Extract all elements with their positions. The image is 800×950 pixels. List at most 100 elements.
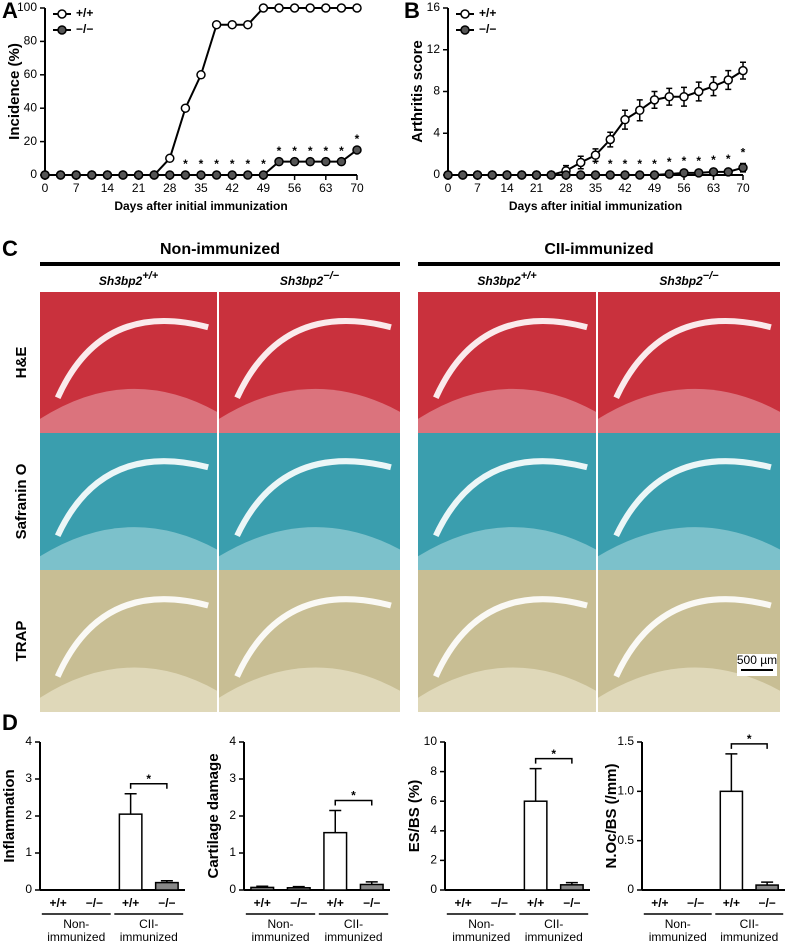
legend-label: +/+ (479, 6, 496, 20)
panel-label: C (2, 236, 18, 261)
bar (154, 881, 179, 891)
x-tick-label: −/− (290, 896, 307, 910)
x-tick-label: +/+ (122, 896, 139, 910)
y-tick-label: 80 (24, 34, 38, 48)
group-label: CII- (740, 917, 759, 931)
error-bar (529, 767, 542, 802)
y-axis-title: N.Oc/BS (/mm) (603, 763, 620, 868)
tissue-texture (219, 527, 400, 570)
annotation: * (637, 157, 642, 171)
marker (243, 19, 253, 30)
group-label: Non- (63, 917, 89, 931)
x-tick-label: 28 (163, 181, 177, 195)
group-label: Non- (267, 917, 293, 931)
tissue-texture (40, 667, 217, 712)
annotation: * (608, 157, 613, 171)
annotation: * (355, 132, 360, 146)
legend-label: −/− (76, 22, 93, 36)
row-label: Safranin O (13, 463, 30, 539)
bar (719, 790, 744, 891)
annotation: * (308, 144, 313, 158)
marker (305, 3, 315, 13)
bar (559, 884, 584, 891)
tissue-texture (418, 527, 596, 570)
y-tick-label: 0 (30, 167, 37, 181)
error-bar (160, 880, 173, 883)
significance-label: * (351, 789, 356, 803)
annotation: * (741, 146, 746, 160)
x-tick-label: 0 (42, 181, 49, 195)
marker (590, 150, 601, 160)
y-tick-label: 4 (25, 734, 32, 748)
annotation: * (696, 154, 701, 168)
y-tick-label: 1 (229, 845, 236, 859)
marker (502, 170, 512, 180)
annotation: * (667, 155, 672, 169)
group-label: immunized (324, 930, 382, 944)
annotation: * (711, 153, 716, 167)
error-bar (256, 885, 269, 888)
x-tick-label: +/+ (327, 896, 344, 910)
group-label: immunized (47, 930, 105, 944)
genotype: −/− (703, 270, 719, 282)
gene: Sh3bp2 (99, 274, 143, 288)
y-tick-label: 4 (430, 823, 437, 837)
x-axis-title: Days after initial immunization (509, 199, 682, 213)
error-bar (761, 881, 774, 886)
panel-label: A (2, 0, 18, 23)
tissue-texture (418, 388, 596, 433)
x-tick-label: −/− (758, 896, 775, 910)
bar (523, 800, 548, 891)
group-label: Non- (665, 917, 691, 931)
y-tick-label: 2 (229, 808, 236, 822)
scale-label: 500 µm (737, 653, 777, 667)
group-label: CII- (139, 917, 158, 931)
marker (149, 170, 159, 180)
gene: Sh3bp2 (477, 274, 521, 288)
x-tick-label: 7 (474, 181, 481, 195)
group-label: immunized (525, 930, 583, 944)
group-label: immunized (452, 930, 510, 944)
y-tick-label: 100 (17, 0, 37, 14)
marker (180, 170, 191, 180)
legend-marker (460, 25, 470, 35)
significance-bracket (534, 757, 573, 764)
y-axis-title: Arthritis score (409, 40, 426, 143)
annotation: * (261, 157, 266, 171)
x-tick-label: 56 (288, 181, 302, 195)
bar (250, 886, 275, 891)
error-bar (329, 809, 342, 833)
x-tick-label: 70 (350, 181, 364, 195)
marker (590, 170, 601, 180)
marker (723, 167, 733, 177)
column-header: Sh3bp2+/+ (477, 270, 537, 288)
marker (635, 105, 645, 116)
tissue-gap (433, 596, 588, 678)
significance-bracket (730, 743, 768, 749)
column-header: Sh3bp2−/− (659, 270, 719, 288)
x-tick-label: 35 (194, 181, 208, 195)
x-tick-label: 7 (73, 181, 80, 195)
y-axis-title: Incidence (%) (6, 43, 23, 140)
tissue-texture (40, 388, 217, 433)
error-bar (565, 881, 578, 885)
y-tick-label: 0 (25, 882, 32, 896)
y-tick-label: 4 (433, 125, 440, 139)
marker (227, 19, 237, 30)
legend-label: −/− (479, 22, 496, 36)
marker (679, 168, 689, 178)
column-header: Sh3bp2−/− (280, 270, 340, 288)
y-tick-label: 10 (424, 734, 438, 748)
marker (352, 145, 362, 155)
x-tick-label: −/− (491, 896, 508, 910)
bar (755, 884, 779, 891)
significance-label: * (747, 732, 752, 746)
tissue-gap (234, 318, 392, 400)
marker (274, 156, 284, 167)
legend-marker (460, 9, 470, 19)
y-tick-label: 4 (229, 734, 236, 748)
tissue-gap (433, 458, 588, 538)
group-label: immunized (649, 930, 707, 944)
group-label: Non- (468, 917, 494, 931)
marker (211, 19, 222, 30)
